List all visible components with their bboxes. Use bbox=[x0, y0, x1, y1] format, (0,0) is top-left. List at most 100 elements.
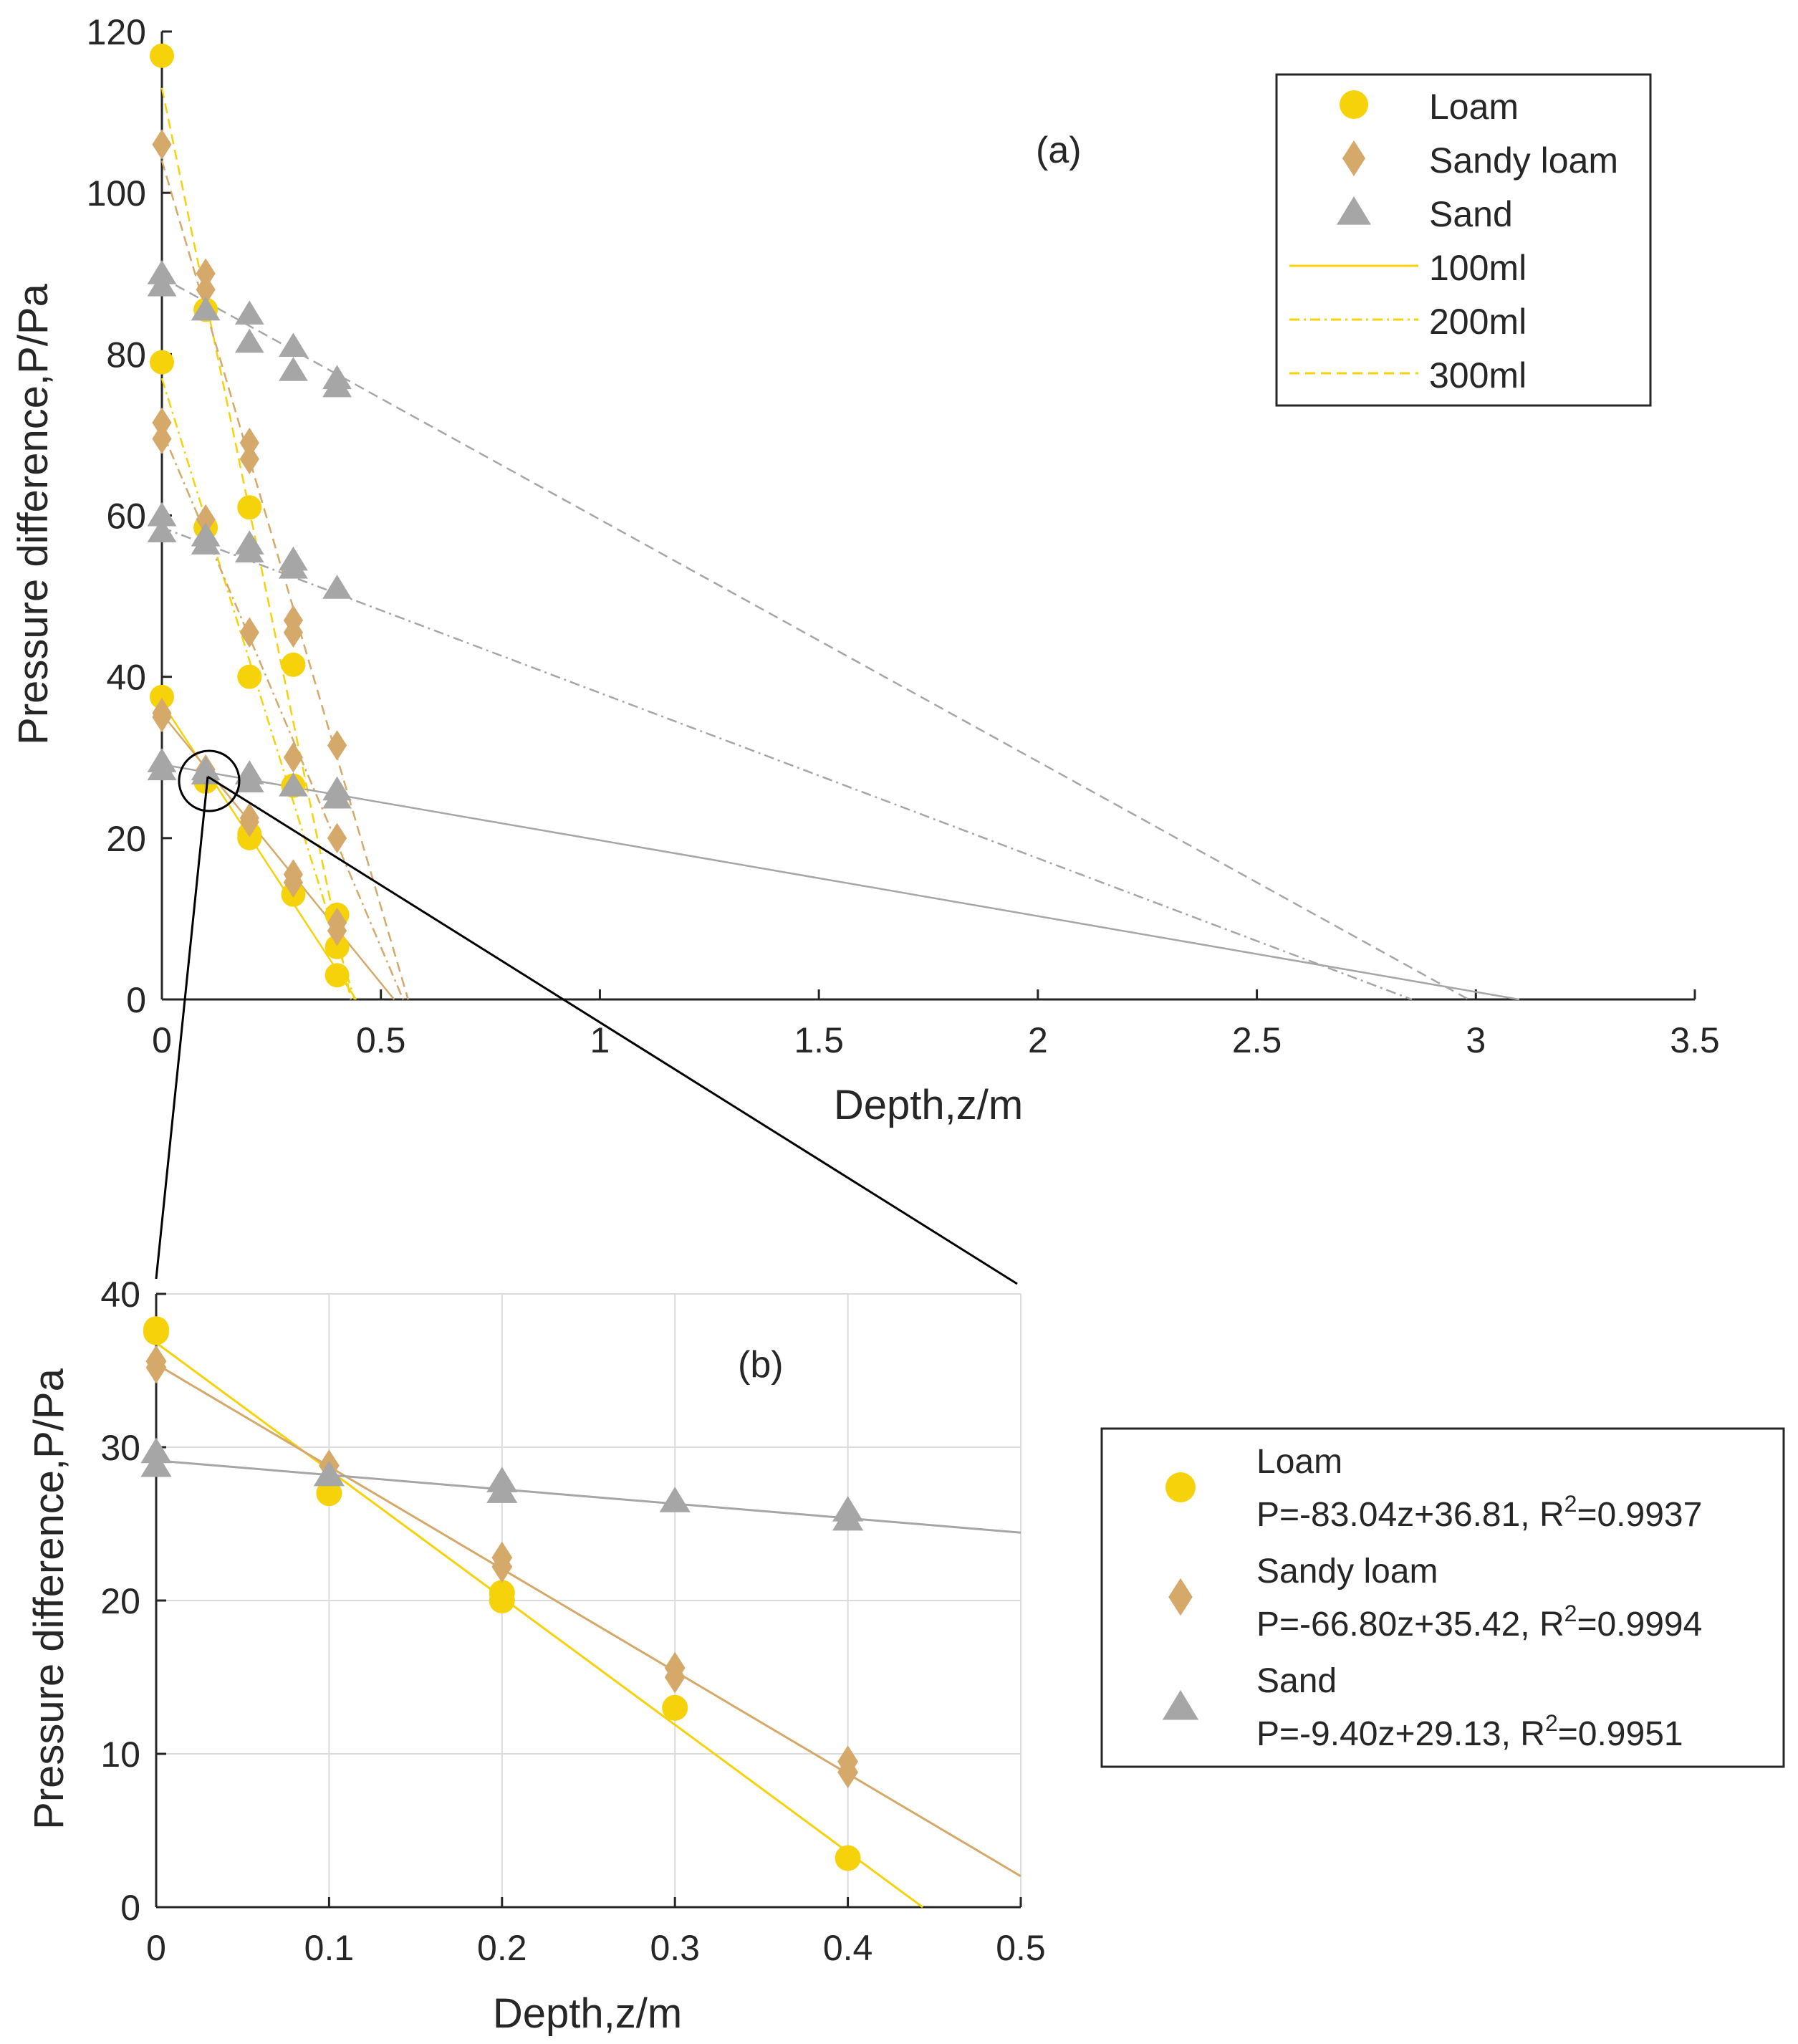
data-point-sand bbox=[234, 768, 264, 792]
y-tick-label: 20 bbox=[106, 819, 146, 859]
legend-series-sand: Sand bbox=[1256, 1662, 1337, 1700]
data-point-sandy_loam bbox=[239, 443, 259, 474]
data-point-sandy_loam bbox=[664, 1661, 686, 1694]
x-tick-label: 0.3 bbox=[650, 1928, 700, 1968]
panel-b-fit-lines bbox=[155, 1342, 1021, 1909]
y-tick-label: 0 bbox=[126, 980, 146, 1020]
x-tick-label: 0.4 bbox=[823, 1928, 873, 1968]
fit-line-sand bbox=[155, 1459, 1021, 1534]
data-point-loam bbox=[281, 652, 306, 677]
x-tick-label: 3.5 bbox=[1670, 1020, 1720, 1060]
x-tick-label: 0 bbox=[146, 1928, 166, 1968]
data-point-sandy_loam bbox=[283, 617, 304, 648]
panel-a-label: (a) bbox=[1036, 130, 1082, 171]
data-point-loam bbox=[150, 350, 174, 375]
x-tick-label: 0.5 bbox=[996, 1928, 1046, 1968]
y-tick-label: 60 bbox=[106, 496, 146, 537]
data-point-sand bbox=[234, 538, 264, 563]
legend-equation-superscript: 2 bbox=[1564, 1491, 1577, 1517]
fit-line-loam bbox=[155, 1342, 923, 1909]
data-point-sandy_loam bbox=[837, 1756, 858, 1789]
panel-b-y-label: Pressure difference,P/Pa bbox=[26, 1368, 72, 1829]
data-point-sandy_loam bbox=[152, 129, 172, 160]
data-point-sand bbox=[191, 530, 221, 555]
zoom-connector-left bbox=[155, 776, 209, 1280]
fit-line-sandy_loam-200ml bbox=[160, 430, 404, 1000]
legend-label-sand: Sand bbox=[1429, 194, 1513, 234]
data-point-sand bbox=[191, 296, 221, 321]
legend-marker-sand bbox=[1162, 1689, 1199, 1720]
data-point-sandy_loam bbox=[283, 867, 304, 898]
legend-marker-sandy_loam bbox=[1342, 140, 1365, 176]
panel-b-data-points bbox=[140, 1316, 864, 1871]
data-point-sand bbox=[140, 1437, 172, 1464]
y-tick-label: 20 bbox=[100, 1581, 140, 1621]
data-point-sandy_loam bbox=[152, 701, 172, 733]
data-point-sand bbox=[279, 554, 308, 579]
data-point-loam bbox=[237, 664, 262, 689]
data-point-loam bbox=[143, 1316, 169, 1343]
legend-equation-superscript: 2 bbox=[1564, 1601, 1577, 1626]
data-point-sandy_loam bbox=[196, 504, 216, 535]
fit-line-loam-200ml bbox=[160, 378, 356, 1000]
panel-b-axes: 0 0.1 0.2 0.3 0.4 0.5 0 10 20 30 40 bbox=[100, 1275, 1045, 1968]
legend-marker-loam bbox=[1340, 90, 1368, 119]
data-point-sandy_loam bbox=[239, 427, 259, 459]
panel-a-x-label: Depth,z/m bbox=[834, 1082, 1023, 1128]
panel-a-y-label: Pressure difference,P/Pa bbox=[10, 283, 57, 744]
data-point-sand bbox=[147, 756, 177, 781]
data-point-sand bbox=[322, 784, 352, 809]
data-point-loam bbox=[324, 963, 350, 988]
data-point-sand bbox=[832, 1505, 864, 1531]
data-point-loam bbox=[835, 1845, 861, 1871]
data-point-sand bbox=[234, 328, 264, 353]
data-point-sand bbox=[279, 332, 308, 358]
data-point-sand bbox=[486, 1477, 518, 1503]
legend-equation-sand: P=-9.40z+29.13, R2=0.9951 bbox=[1256, 1710, 1683, 1753]
data-point-sandy_loam bbox=[196, 274, 216, 305]
y-tick-label: 40 bbox=[106, 658, 146, 698]
data-point-sandy_loam bbox=[327, 916, 347, 946]
panel-a-legend-box bbox=[1275, 73, 1652, 407]
fit-line-sandy_loam bbox=[155, 1363, 1021, 1878]
data-point-sand bbox=[147, 260, 177, 284]
data-point-sandy_loam bbox=[152, 423, 172, 454]
x-tick-label: 2 bbox=[1028, 1020, 1048, 1060]
x-tick-label: 0.2 bbox=[477, 1928, 527, 1968]
data-point-sand bbox=[322, 373, 352, 398]
data-point-sand bbox=[140, 1451, 172, 1477]
panel-b-label: (b) bbox=[738, 1344, 784, 1386]
data-point-sandy_loam bbox=[196, 258, 216, 289]
y-tick-label: 30 bbox=[100, 1428, 140, 1468]
legend-label-loam: Loam bbox=[1429, 87, 1519, 127]
legend-equation-superscript: 2 bbox=[1545, 1710, 1558, 1736]
panel-a-legend-entries: Loam Sandy loam Sand 100ml 200ml 300ml bbox=[1289, 87, 1618, 395]
fit-line-loam-100ml bbox=[160, 701, 357, 1000]
data-point-sand bbox=[191, 760, 221, 785]
data-point-sandy_loam bbox=[152, 407, 172, 438]
data-point-sand bbox=[147, 502, 177, 527]
zoom-connector-right bbox=[207, 775, 1018, 1285]
data-point-loam bbox=[489, 1588, 515, 1613]
legend-equation-r2: =0.9937 bbox=[1577, 1496, 1702, 1534]
legend-marker-loam bbox=[1165, 1472, 1196, 1502]
legend-label-sandy_loam: Sandy loam bbox=[1429, 140, 1618, 181]
data-point-sand bbox=[234, 300, 264, 325]
zoom-circle bbox=[178, 749, 241, 812]
data-point-sand bbox=[322, 575, 352, 599]
legend-label-300ml: 300ml bbox=[1429, 355, 1527, 395]
legend-equation-r2: =0.9951 bbox=[1558, 1715, 1683, 1753]
data-point-sand bbox=[279, 357, 308, 381]
data-point-sand bbox=[279, 772, 308, 797]
zoom-indicator bbox=[155, 749, 1018, 1285]
legend-equation-loam: P=-83.04z+36.81, R2=0.9937 bbox=[1256, 1491, 1702, 1534]
legend-equation-sandy_loam: P=-66.80z+35.42, R2=0.9994 bbox=[1256, 1601, 1702, 1644]
data-point-sandy_loam bbox=[491, 1550, 513, 1583]
fit-line-sand-300ml bbox=[161, 277, 1469, 1001]
legend-marker-sandy_loam bbox=[1168, 1578, 1193, 1616]
legend-label-200ml: 200ml bbox=[1429, 302, 1527, 342]
panel-a-data-points bbox=[147, 43, 352, 988]
panel-b-legend-box bbox=[1100, 1427, 1785, 1768]
